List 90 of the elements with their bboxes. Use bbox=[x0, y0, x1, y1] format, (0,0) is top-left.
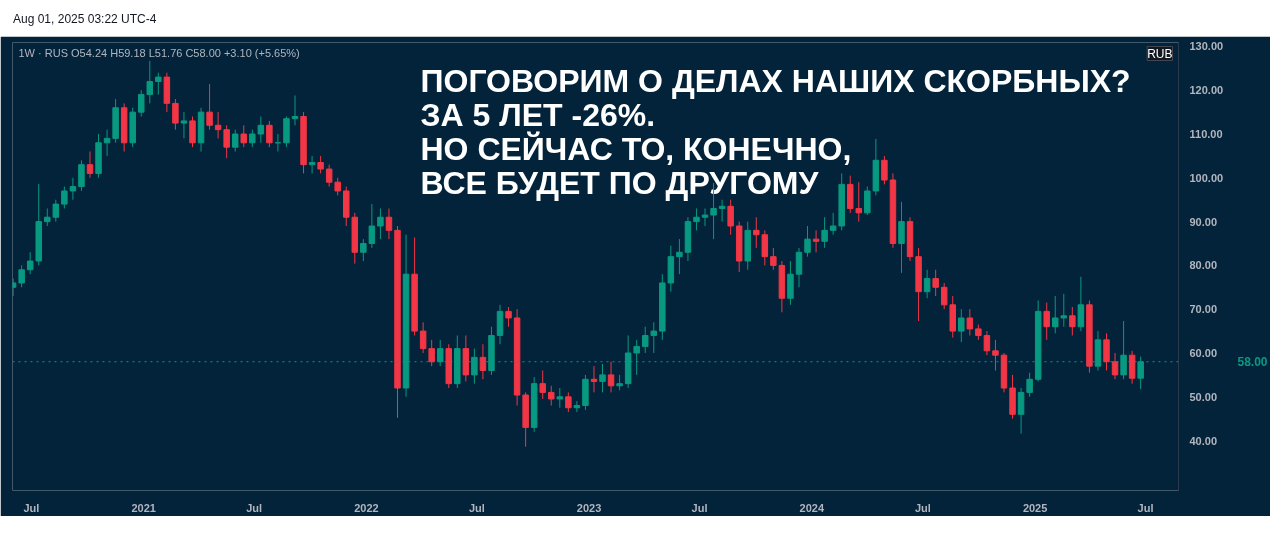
candlestick bbox=[829, 212, 837, 236]
candlestick bbox=[86, 151, 94, 179]
x-tick-label: 2022 bbox=[354, 501, 379, 514]
x-tick-label: Jul bbox=[691, 501, 708, 514]
x-tick-label: 2024 bbox=[799, 501, 825, 514]
candlestick bbox=[983, 330, 991, 356]
annotation: RUB bbox=[1147, 46, 1173, 61]
candlestick bbox=[539, 370, 546, 400]
candlestick bbox=[61, 186, 68, 209]
candlestick bbox=[1103, 332, 1110, 372]
y-tick-label: 120.00 bbox=[1189, 84, 1224, 97]
candlestick bbox=[78, 159, 85, 192]
ref-line-label: 58.00 bbox=[1237, 355, 1268, 370]
candlestick bbox=[180, 111, 188, 139]
candlestick bbox=[479, 343, 487, 380]
candlestick bbox=[1077, 276, 1085, 332]
candlestick bbox=[1052, 295, 1059, 334]
x-tick-label: Jul bbox=[246, 501, 263, 514]
x-tick-label: Jul bbox=[1137, 501, 1154, 514]
candlestick bbox=[932, 269, 939, 297]
candlestick bbox=[69, 177, 77, 201]
candlestick bbox=[864, 186, 871, 216]
candlestick bbox=[257, 116, 265, 144]
candlestick bbox=[821, 216, 828, 249]
candlestick bbox=[718, 199, 726, 223]
y-tick-label: 50.00 bbox=[1189, 390, 1218, 403]
candlestick bbox=[812, 229, 820, 253]
candlestick bbox=[556, 387, 564, 409]
y-tick-label: 70.00 bbox=[1189, 303, 1218, 316]
candlestick bbox=[590, 365, 598, 393]
y-tick-label: 90.00 bbox=[1189, 215, 1218, 228]
candlestick bbox=[795, 247, 803, 288]
candlestick bbox=[727, 199, 734, 236]
candlestick bbox=[881, 155, 888, 185]
text: ПОГОВОРИМ О ДЕЛАХ НАШИХ СКОРБНЫХ? ЗА 5 ЛЕТ -26%. НО СЕЙЧАС ТО, КОНЕЧНО, ВСЕ БУДЕТ ПО ДРУГОМУ bbox=[420, 62, 1131, 201]
candlestick bbox=[206, 83, 213, 131]
candlestick bbox=[1043, 302, 1050, 341]
candlestick bbox=[565, 391, 572, 413]
y-tick-label: 110.00 bbox=[1189, 128, 1223, 141]
candlestick bbox=[18, 264, 25, 288]
x-tick-label: 2023 bbox=[576, 501, 602, 514]
candlestick bbox=[966, 308, 974, 336]
candlestick bbox=[26, 251, 34, 275]
candlestick bbox=[1111, 352, 1119, 380]
text: Aug 01, 2025 03:22 UTC-4 bbox=[13, 11, 157, 28]
candlestick bbox=[992, 339, 999, 372]
candlestick bbox=[607, 361, 615, 393]
x-tick-label: Jul bbox=[914, 501, 931, 514]
candlestick bbox=[958, 308, 965, 343]
candlestick bbox=[1128, 350, 1136, 385]
y-tick-label: 130.00 bbox=[1189, 40, 1224, 53]
candlestick bbox=[189, 116, 196, 148]
candlestick bbox=[940, 282, 948, 310]
candlestick bbox=[1017, 387, 1025, 435]
candlestick bbox=[266, 120, 273, 148]
chart-subtitle: 1W · RUS O54.24 H59.18 L51.76 C58.00 +3.10 (+5.65%) bbox=[18, 46, 300, 59]
candlestick bbox=[1069, 306, 1076, 336]
candlestick bbox=[155, 72, 162, 96]
candlestick bbox=[172, 98, 179, 131]
candlestick bbox=[753, 216, 760, 249]
candlestick bbox=[505, 306, 512, 328]
candlestick bbox=[599, 363, 606, 393]
candlestick bbox=[385, 207, 393, 240]
x-tick-label: 2025 bbox=[1022, 501, 1048, 514]
y-tick-label: 60.00 bbox=[1189, 346, 1218, 359]
candlestick bbox=[240, 124, 247, 148]
candlestick bbox=[1026, 372, 1033, 398]
candlestick bbox=[923, 269, 931, 299]
x-tick-label: 2021 bbox=[131, 501, 156, 514]
candlestick bbox=[693, 207, 700, 231]
candlestick bbox=[308, 155, 316, 174]
candlestick bbox=[325, 164, 333, 188]
y-tick-label: 100.00 bbox=[1189, 171, 1224, 184]
candlestick bbox=[761, 229, 769, 266]
candlestick bbox=[52, 199, 60, 223]
candlestick bbox=[231, 129, 239, 153]
x-tick-label: Jul bbox=[468, 501, 485, 514]
candlestick bbox=[898, 201, 905, 274]
y-tick-label: 80.00 bbox=[1189, 259, 1218, 272]
candlestick bbox=[291, 94, 299, 126]
candlestick bbox=[548, 385, 555, 407]
candlestick bbox=[676, 238, 683, 275]
candlestick bbox=[701, 207, 709, 227]
x-tick-label: Jul bbox=[23, 501, 40, 514]
y-tick-label: 40.00 bbox=[1189, 434, 1218, 447]
candlestick bbox=[770, 247, 777, 271]
candlestick bbox=[573, 400, 581, 413]
candlestick bbox=[377, 207, 384, 240]
candlestick bbox=[1060, 293, 1068, 328]
candlestick bbox=[804, 225, 811, 258]
